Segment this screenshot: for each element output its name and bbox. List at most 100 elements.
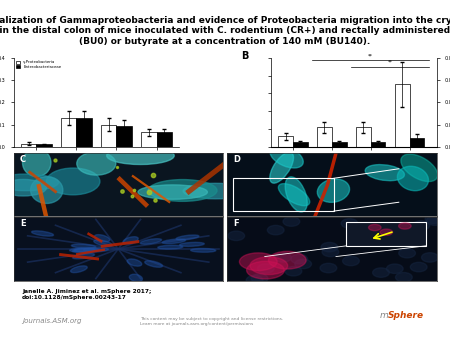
Bar: [101, 125, 117, 147]
Ellipse shape: [83, 248, 108, 251]
Text: F: F: [234, 219, 239, 228]
Bar: [157, 132, 172, 147]
Bar: [356, 127, 371, 147]
Ellipse shape: [0, 174, 58, 191]
Ellipse shape: [180, 242, 204, 246]
Text: C: C: [20, 155, 26, 164]
Ellipse shape: [158, 245, 183, 249]
Ellipse shape: [123, 237, 138, 244]
Bar: [76, 118, 92, 147]
Bar: [317, 127, 332, 147]
Ellipse shape: [396, 272, 412, 282]
Ellipse shape: [148, 179, 217, 201]
Bar: [234, 178, 334, 211]
Bar: [117, 126, 132, 147]
Text: Journals.ASM.org: Journals.ASM.org: [22, 318, 81, 324]
Ellipse shape: [162, 239, 185, 244]
Ellipse shape: [410, 262, 427, 272]
Ellipse shape: [77, 152, 116, 175]
Ellipse shape: [373, 268, 389, 277]
Ellipse shape: [321, 242, 338, 252]
Ellipse shape: [70, 248, 94, 252]
Bar: [36, 144, 51, 147]
Ellipse shape: [274, 253, 291, 262]
Ellipse shape: [138, 185, 207, 199]
Ellipse shape: [183, 183, 247, 199]
Bar: [395, 84, 410, 147]
Ellipse shape: [239, 253, 277, 270]
Ellipse shape: [291, 254, 307, 264]
Ellipse shape: [341, 219, 358, 228]
Text: B: B: [241, 50, 248, 61]
Text: E: E: [20, 219, 25, 228]
Ellipse shape: [228, 231, 245, 241]
Text: Localization of Gammaproteobacteria and evidence of Proteobacteria migration int: Localization of Gammaproteobacteria and …: [0, 16, 450, 46]
Ellipse shape: [94, 240, 112, 246]
Ellipse shape: [32, 231, 54, 236]
Text: **: **: [368, 53, 373, 58]
Ellipse shape: [257, 264, 274, 273]
Bar: [332, 143, 346, 147]
Ellipse shape: [269, 251, 306, 269]
Text: This content may be subject to copyright and license restrictions.
Learn more at: This content may be subject to copyright…: [140, 317, 284, 326]
Ellipse shape: [46, 168, 100, 195]
Ellipse shape: [285, 177, 307, 212]
Bar: [21, 144, 36, 147]
Ellipse shape: [31, 177, 63, 203]
Ellipse shape: [369, 224, 381, 231]
Ellipse shape: [22, 149, 51, 176]
Ellipse shape: [145, 261, 162, 267]
Bar: [61, 118, 76, 147]
Bar: [410, 138, 424, 147]
Bar: [278, 136, 293, 147]
Bar: [141, 132, 157, 147]
Ellipse shape: [72, 254, 94, 259]
Ellipse shape: [317, 179, 350, 202]
Ellipse shape: [72, 244, 96, 248]
Ellipse shape: [322, 247, 339, 257]
Ellipse shape: [270, 146, 303, 168]
Ellipse shape: [0, 179, 46, 196]
Ellipse shape: [72, 249, 97, 252]
Ellipse shape: [74, 248, 99, 252]
Text: Sphere: Sphere: [388, 311, 424, 320]
Ellipse shape: [140, 239, 162, 244]
Ellipse shape: [71, 266, 87, 273]
Ellipse shape: [422, 253, 438, 262]
Ellipse shape: [267, 225, 284, 235]
Ellipse shape: [387, 264, 403, 273]
Ellipse shape: [427, 216, 443, 225]
Ellipse shape: [251, 274, 268, 283]
Text: D: D: [234, 155, 240, 164]
Ellipse shape: [285, 266, 302, 276]
Ellipse shape: [270, 152, 293, 183]
Ellipse shape: [295, 259, 311, 269]
Ellipse shape: [413, 221, 430, 230]
Ellipse shape: [279, 184, 310, 206]
Bar: [371, 143, 386, 147]
Bar: [293, 143, 308, 147]
Legend: γ-Proteobacteria, Enterobacteriaceae: γ-Proteobacteria, Enterobacteriaceae: [15, 59, 62, 70]
Ellipse shape: [401, 154, 438, 182]
Ellipse shape: [365, 165, 405, 181]
Ellipse shape: [283, 217, 300, 226]
Ellipse shape: [384, 233, 400, 243]
Text: Janelle A. Jiminez et al. mSphere 2017;
doi:10.1128/mSphere.00243-17: Janelle A. Jiminez et al. mSphere 2017; …: [22, 289, 151, 300]
Ellipse shape: [176, 235, 199, 240]
Ellipse shape: [320, 263, 337, 273]
Text: **: **: [387, 60, 392, 65]
Ellipse shape: [342, 256, 359, 266]
Ellipse shape: [246, 275, 263, 285]
Ellipse shape: [397, 166, 428, 191]
Ellipse shape: [399, 248, 415, 258]
Ellipse shape: [191, 248, 216, 252]
Bar: [346, 222, 426, 246]
Ellipse shape: [247, 261, 284, 279]
Ellipse shape: [129, 274, 143, 282]
Ellipse shape: [380, 229, 392, 235]
Ellipse shape: [94, 235, 110, 242]
Ellipse shape: [127, 259, 142, 266]
Ellipse shape: [399, 223, 411, 229]
Ellipse shape: [250, 257, 288, 274]
Text: m: m: [379, 311, 388, 320]
